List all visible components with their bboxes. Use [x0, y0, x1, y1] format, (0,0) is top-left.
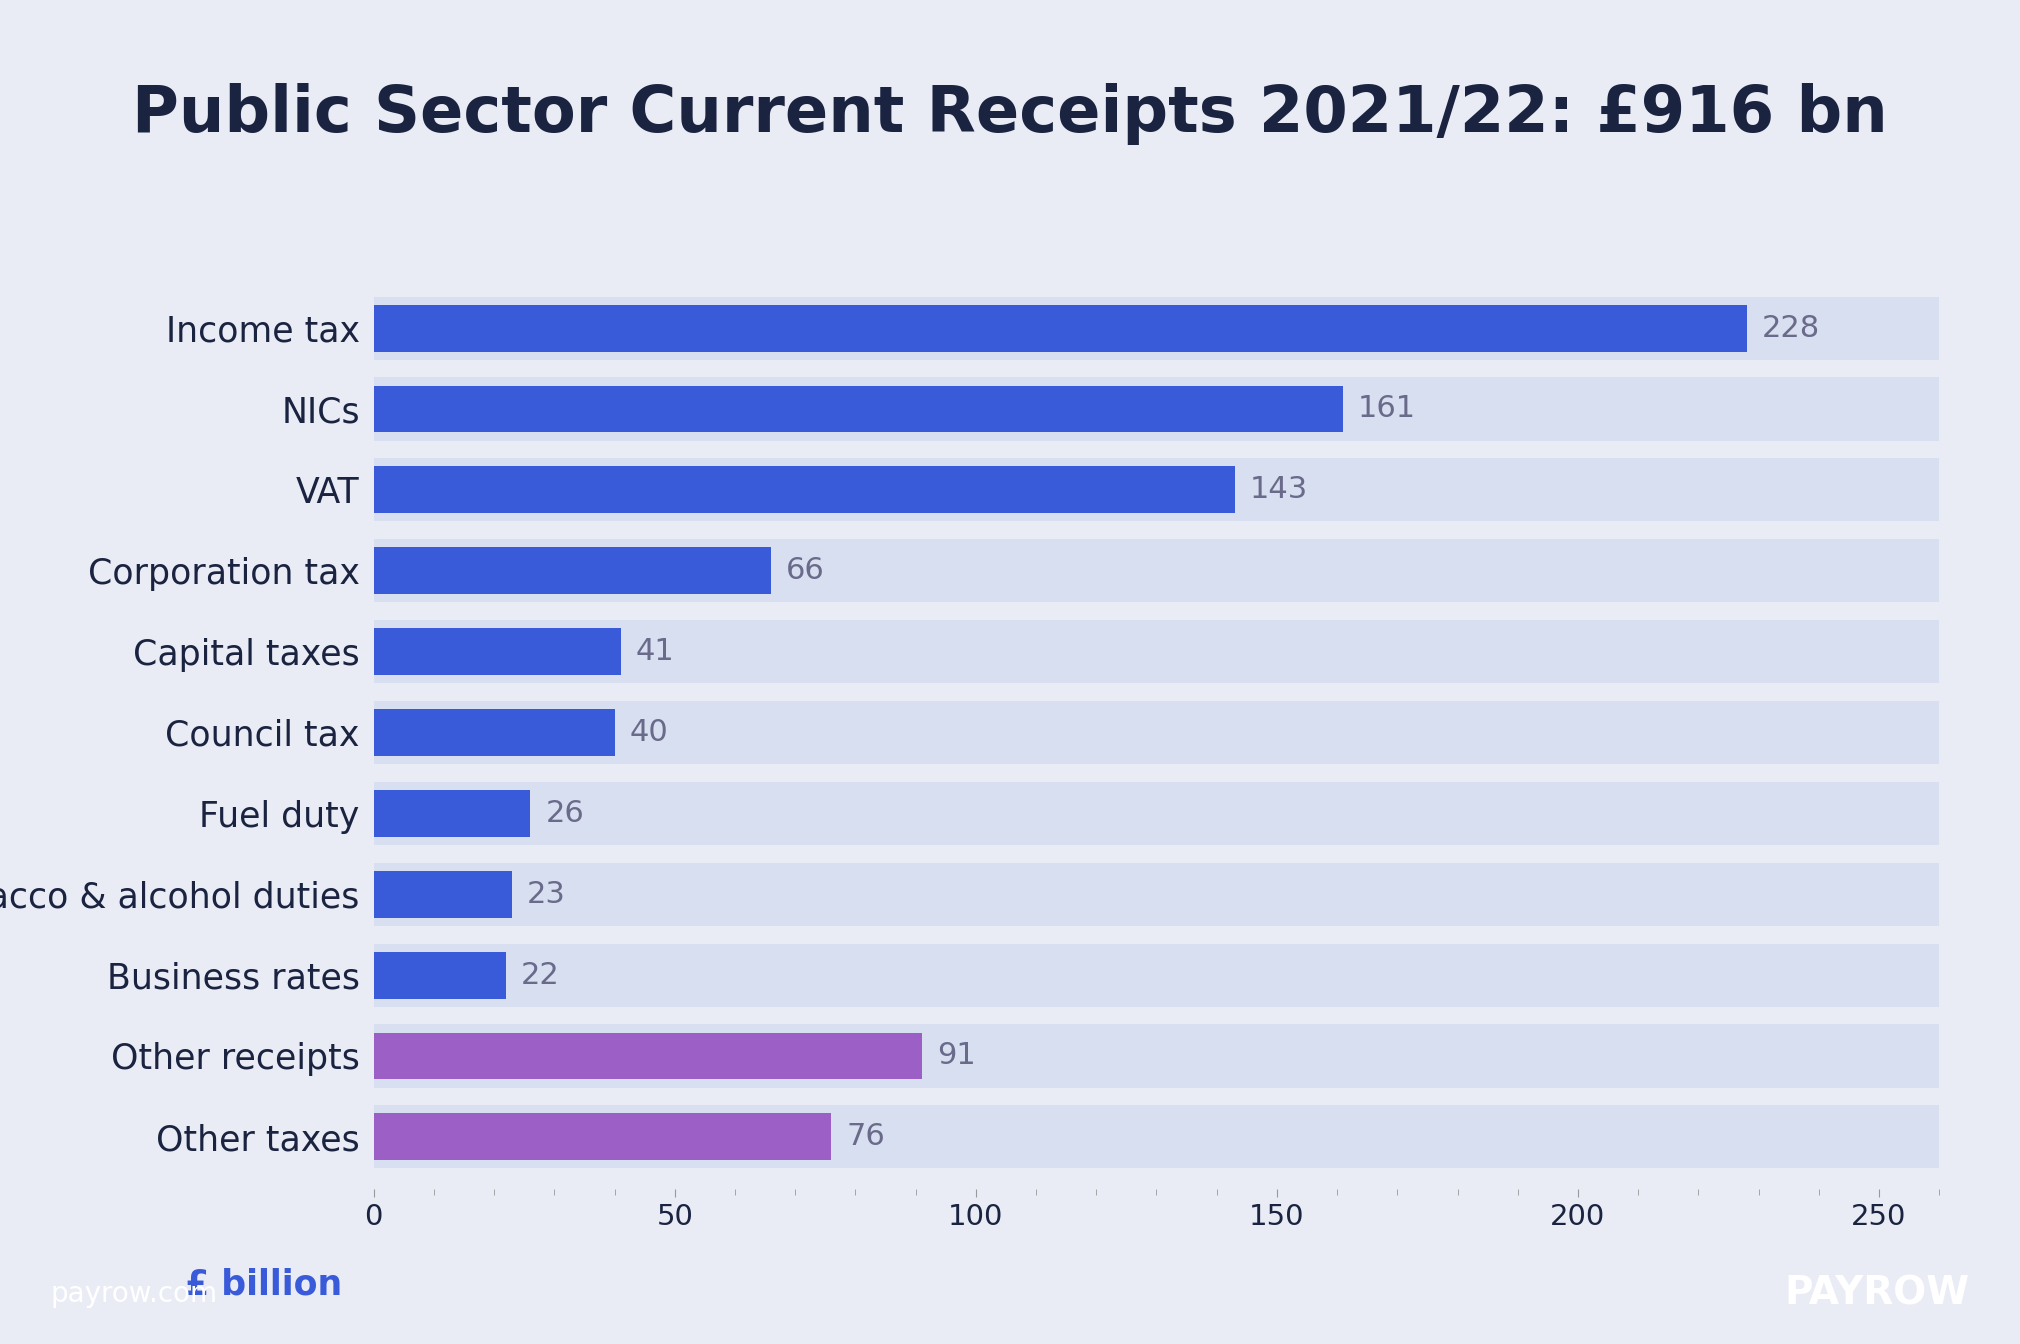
Bar: [374, 782, 1939, 845]
Bar: [374, 378, 1939, 441]
Bar: [374, 702, 1939, 763]
Text: 22: 22: [521, 961, 560, 989]
Bar: [374, 1032, 921, 1079]
Text: 26: 26: [545, 798, 584, 828]
Bar: [374, 710, 614, 755]
Bar: [374, 297, 1939, 360]
Text: £ billion: £ billion: [186, 1267, 341, 1301]
Text: 41: 41: [636, 637, 675, 667]
Bar: [374, 620, 1939, 683]
Bar: [374, 1024, 1939, 1087]
Bar: [374, 1105, 1939, 1168]
Bar: [374, 871, 513, 918]
Bar: [374, 628, 620, 675]
Bar: [374, 952, 507, 999]
Bar: [374, 863, 1939, 926]
Text: 76: 76: [846, 1122, 885, 1152]
Bar: [374, 1113, 832, 1160]
Bar: [374, 547, 772, 594]
Bar: [374, 305, 1747, 352]
Text: PAYROW: PAYROW: [1784, 1274, 1970, 1313]
Text: 228: 228: [1761, 313, 1820, 343]
Text: 161: 161: [1357, 395, 1416, 423]
Text: 143: 143: [1250, 476, 1309, 504]
Text: Public Sector Current Receipts 2021/22: £916 bn: Public Sector Current Receipts 2021/22: …: [131, 83, 1889, 145]
Text: 66: 66: [786, 556, 824, 585]
Bar: [374, 790, 529, 837]
Bar: [374, 539, 1939, 602]
Bar: [374, 943, 1939, 1007]
Text: payrow.com: payrow.com: [50, 1279, 218, 1308]
Text: 91: 91: [937, 1042, 976, 1070]
Text: 23: 23: [527, 880, 566, 909]
Bar: [374, 386, 1343, 433]
Bar: [374, 466, 1234, 513]
Bar: [374, 458, 1939, 521]
Text: 40: 40: [630, 718, 669, 747]
